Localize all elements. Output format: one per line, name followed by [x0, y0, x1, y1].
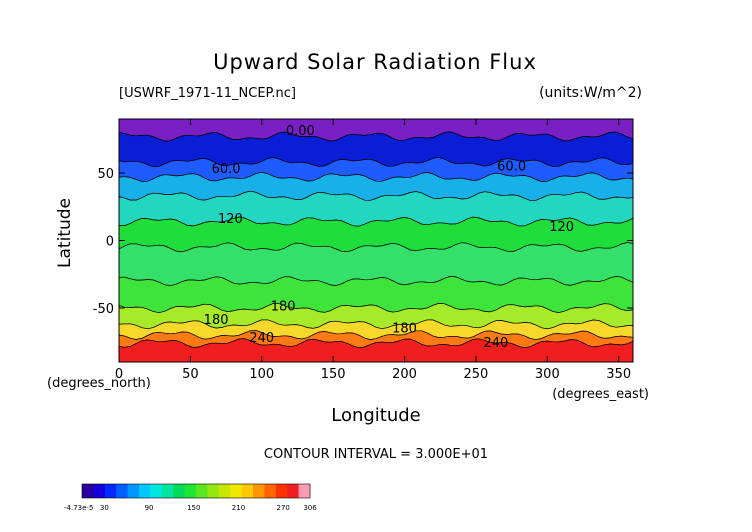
colorbar-swatch — [253, 484, 265, 498]
x-tick-label: 200 — [392, 367, 417, 382]
colorbar-swatch — [264, 484, 277, 498]
colorbar-swatch — [173, 484, 186, 498]
colorbar-swatch — [241, 484, 254, 498]
colorbar-tick-label: 30 — [100, 504, 109, 512]
contour-label: 120 — [549, 220, 574, 235]
colorbar-swatch — [116, 484, 129, 498]
contour-label: 180 — [204, 313, 229, 328]
colorbar-tick-label: -4.73e-5 — [64, 504, 93, 512]
colorbar-swatch — [139, 484, 151, 498]
colorbar-swatch — [150, 484, 163, 498]
x-tick-label: 250 — [464, 367, 489, 382]
colorbar-tick-label: 210 — [232, 504, 245, 512]
x-tick-label: 50 — [182, 367, 199, 382]
y-axis-ticks: -50 0 50 — [93, 167, 633, 317]
y-tick-label: 0 — [106, 235, 114, 250]
colorbar-swatch — [184, 484, 197, 498]
colorbar-tick-label: 306 — [303, 504, 317, 512]
colorbar-swatch — [82, 484, 94, 498]
contour-label: 60.0 — [212, 162, 241, 177]
x-unit-label: (degrees_east) — [552, 387, 649, 402]
x-tick-label: 300 — [535, 367, 560, 382]
contour-interval-text: CONTOUR INTERVAL = 3.000E+01 — [264, 447, 488, 462]
file-label: [USWRF_1971-11_NCEP.nc] — [119, 86, 296, 101]
x-tick-label: 350 — [606, 367, 631, 382]
x-tick-label: 0 — [115, 367, 123, 382]
x-tick-label: 100 — [249, 367, 274, 382]
x-axis-label: Longitude — [331, 405, 421, 426]
y-tick-label: -50 — [93, 302, 114, 317]
y-axis-label: Latitude — [55, 198, 75, 268]
colorbar-swatch — [196, 484, 208, 498]
colorbar-swatch — [127, 484, 140, 498]
plot-area — [118, 118, 634, 363]
x-tick-label: 150 — [321, 367, 346, 382]
colorbar-swatch — [93, 484, 106, 498]
contour-label: 60.0 — [497, 159, 526, 174]
chart-title: Upward Solar Radiation Flux — [213, 50, 537, 74]
colorbar-swatch — [275, 484, 288, 498]
y-unit-label: (degrees_north) — [47, 376, 151, 391]
contour-labels: 0.00 60.0 60.0 120 120 180 180 180 240 240 — [204, 124, 574, 351]
colorbar-swatch — [104, 484, 117, 498]
colorbar — [81, 483, 311, 499]
colorbar-swatch — [207, 484, 220, 498]
colorbar-tick-labels: -4.73e-5 30 90 150 210 270 306 — [64, 504, 317, 512]
y-tick-label: 50 — [97, 167, 114, 182]
contour-label: 0.00 — [286, 124, 315, 139]
colorbar-tick-label: 270 — [276, 504, 289, 512]
colorbar-frame — [81, 483, 311, 499]
contour-label: 120 — [218, 212, 243, 227]
colorbar-swatch — [161, 484, 174, 498]
contour-label: 240 — [484, 336, 509, 351]
contour-label: 180 — [392, 321, 417, 336]
colorbar-tick-label: 150 — [187, 504, 200, 512]
colorbar-tick-label: 90 — [145, 504, 154, 512]
units-label: (units:W/m^2) — [539, 85, 642, 101]
colorbar-swatch — [287, 484, 300, 498]
colorbar-swatch — [218, 484, 231, 498]
colorbar-swatch — [230, 484, 243, 498]
colorbar-swatch — [298, 484, 311, 498]
contour-label: 180 — [271, 300, 296, 315]
x-axis-ticks: 0 50 100 150 200 250 300 350 — [115, 119, 631, 382]
contour-label: 240 — [249, 331, 274, 346]
